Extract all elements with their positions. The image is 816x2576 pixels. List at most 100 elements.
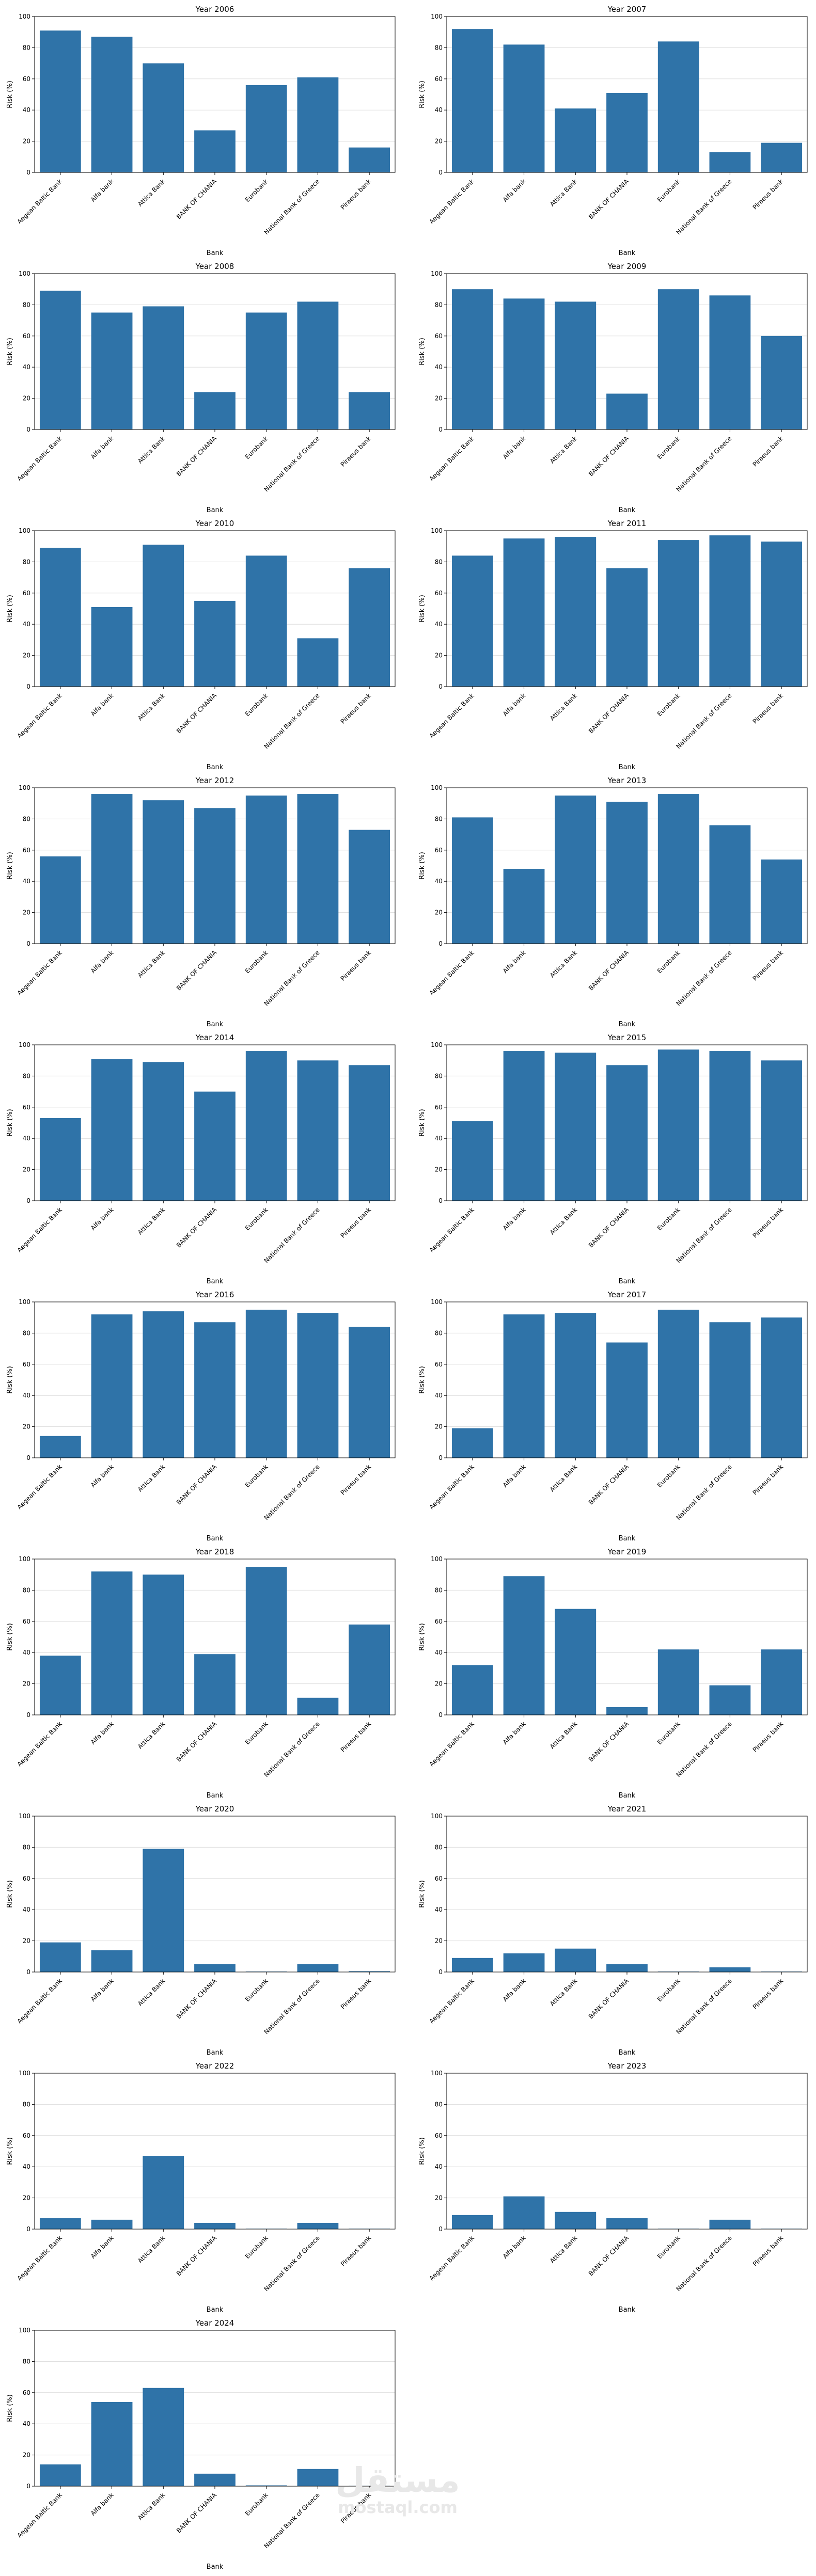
bar-piraeus-bank — [761, 859, 803, 944]
y-axis-label: Risk (%) — [418, 1880, 426, 1908]
x-tick-label: Alfa bank — [89, 1206, 115, 1232]
y-tick-label: 0 — [438, 169, 443, 176]
x-tick-label: Alfa bank — [89, 692, 115, 718]
y-tick-label: 100 — [19, 1812, 30, 1820]
y-tick-label: 100 — [431, 784, 443, 791]
x-tick-label: National Bank of Greece — [263, 692, 321, 750]
y-tick-label: 20 — [23, 1166, 30, 1173]
y-tick-label: 40 — [23, 106, 30, 114]
x-tick-label: Aegean Baltic Bank — [428, 2234, 476, 2282]
bar-bank-of-chania — [194, 1964, 236, 1972]
y-tick-label: 0 — [26, 940, 30, 947]
y-tick-label: 0 — [438, 1197, 443, 1204]
bar-national-bank-of-greece — [297, 301, 339, 430]
bar-national-bank-of-greece — [297, 1964, 339, 1972]
x-tick-label: National Bank of Greece — [263, 1463, 321, 1521]
chart-title: Year 2014 — [195, 1033, 234, 1042]
x-tick-label: National Bank of Greece — [675, 1206, 733, 1264]
x-axis-label: Bank — [207, 249, 224, 257]
y-tick-label: 0 — [438, 940, 443, 947]
x-tick-label: National Bank of Greece — [263, 2491, 321, 2550]
x-axis-label: Bank — [619, 1535, 636, 1543]
x-tick-label: Alfa bank — [89, 2491, 115, 2517]
chart-title: Year 2023 — [607, 2061, 647, 2071]
bar-attica-bank — [143, 800, 184, 944]
bar-national-bank-of-greece — [297, 794, 339, 944]
bar-national-bank-of-greece — [709, 1967, 751, 1972]
bar-bank-of-chania — [194, 600, 236, 687]
x-tick-label: Aegean Baltic Bank — [428, 1720, 476, 1768]
y-tick-label: 60 — [23, 1104, 30, 1111]
x-tick-label: Aegean Baltic Bank — [428, 692, 476, 739]
bar-alfa-bank — [91, 1314, 133, 1458]
y-tick-label: 20 — [23, 138, 30, 145]
bar-eurobank — [245, 796, 287, 944]
bar-aegean-baltic-bank — [39, 1942, 81, 1972]
x-tick-label: Eurobank — [656, 1206, 682, 1232]
x-tick-label: Attica Bank — [136, 1206, 166, 1236]
bar-alfa-bank — [503, 538, 545, 687]
x-tick-label: Aegean Baltic Bank — [16, 1977, 64, 2025]
y-tick-label: 80 — [435, 301, 443, 308]
bar-national-bank-of-greece — [709, 1322, 751, 1458]
y-tick-label: 60 — [23, 1875, 30, 1882]
y-tick-label: 80 — [23, 1072, 30, 1079]
y-axis-label: Risk (%) — [6, 338, 14, 365]
y-axis-label: Risk (%) — [418, 1623, 426, 1651]
y-tick-label: 20 — [435, 138, 443, 145]
y-tick-label: 0 — [438, 426, 443, 433]
bar-attica-bank — [555, 1053, 597, 1201]
x-axis-label: Bank — [207, 2563, 224, 2571]
chart-year-2019: 0 20 40 60 80 100 Aegean Baltic Bank Alfa bank A… — [418, 1547, 808, 1800]
plot-frame — [446, 1559, 808, 1715]
x-tick-label: National Bank of Greece — [263, 1720, 321, 1778]
x-tick-label: BANK OF CHANIA — [587, 178, 631, 221]
bar-bank-of-chania — [606, 1707, 648, 1715]
bar-attica-bank — [555, 1313, 597, 1458]
y-tick-label: 40 — [435, 106, 443, 114]
y-tick-label: 40 — [23, 2163, 30, 2170]
y-tick-label: 0 — [438, 1711, 443, 1719]
bar-piraeus-bank — [349, 1624, 390, 1715]
bar-piraeus-bank — [761, 336, 803, 430]
chart-title: Year 2009 — [607, 262, 647, 271]
bar-piraeus-bank — [349, 1327, 390, 1458]
bar-bank-of-chania — [194, 1322, 236, 1458]
bar-alfa-bank — [91, 1059, 133, 1201]
bar-attica-bank — [143, 1575, 184, 1715]
y-tick-label: 80 — [435, 44, 443, 51]
chart-year-2016: 0 20 40 60 80 100 Aegean Baltic Bank Alfa bank A… — [6, 1290, 396, 1543]
y-tick-label: 40 — [23, 1649, 30, 1656]
y-tick-label: 20 — [23, 652, 30, 659]
y-tick-label: 40 — [435, 1392, 443, 1399]
x-axis-label: Bank — [619, 764, 636, 771]
y-tick-label: 40 — [23, 1135, 30, 1142]
x-tick-label: National Bank of Greece — [263, 1206, 321, 1264]
y-tick-label: 100 — [19, 1041, 30, 1048]
x-tick-label: Piraeus bank — [339, 1720, 373, 1754]
y-tick-label: 100 — [431, 1555, 443, 1563]
x-tick-label: Eurobank — [244, 1977, 270, 2003]
x-tick-label: BANK OF CHANIA — [587, 1463, 631, 1506]
x-axis-label: Bank — [207, 1792, 224, 1800]
x-tick-label: Alfa bank — [89, 1977, 115, 2003]
chart-year-2007: 0 20 40 60 80 100 Aegean Baltic Bank Alfa bank A… — [418, 5, 808, 257]
y-tick-label: 40 — [435, 1135, 443, 1142]
x-tick-label: BANK OF CHANIA — [175, 2491, 218, 2535]
chart-title: Year 2013 — [607, 776, 647, 785]
y-tick-label: 80 — [435, 1329, 443, 1337]
y-tick-label: 60 — [435, 847, 443, 854]
y-tick-label: 20 — [23, 1423, 30, 1430]
x-tick-label: Alfa bank — [89, 178, 115, 203]
x-tick-label: National Bank of Greece — [675, 1463, 733, 1521]
y-tick-label: 20 — [435, 909, 443, 916]
x-tick-label: BANK OF CHANIA — [587, 692, 631, 735]
bar-attica-bank — [143, 545, 184, 687]
x-tick-label: BANK OF CHANIA — [175, 1720, 218, 1763]
x-tick-label: Alfa bank — [501, 2234, 527, 2260]
y-tick-label: 40 — [23, 2420, 30, 2427]
bar-piraeus-bank — [349, 568, 390, 687]
x-tick-label: Eurobank — [244, 2234, 270, 2260]
chart-year-2006: 0 20 40 60 80 100 Aegean Baltic Bank Alfa bank A… — [6, 5, 396, 257]
x-tick-label: Piraeus bank — [751, 435, 785, 468]
